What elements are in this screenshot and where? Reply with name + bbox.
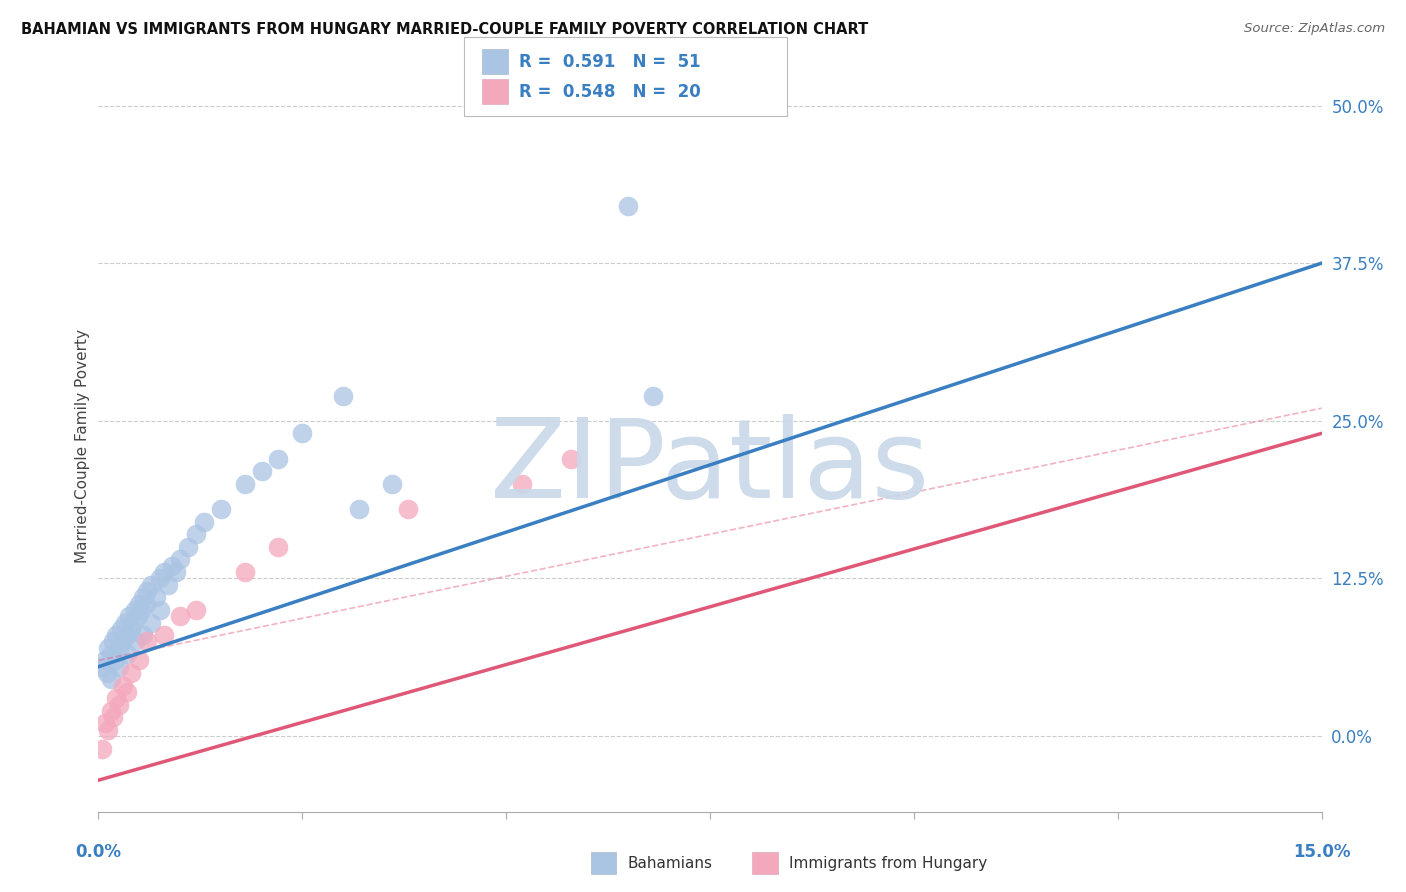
- Text: 15.0%: 15.0%: [1294, 843, 1350, 861]
- Point: [149, 571, 172, 585]
- Point: [111, 634, 134, 648]
- Point: [91, 659, 114, 673]
- Point: [641, 388, 664, 402]
- Point: [209, 502, 232, 516]
- Point: [118, 609, 141, 624]
- Point: [396, 502, 419, 516]
- Point: [129, 603, 152, 617]
- Point: [128, 597, 150, 611]
- Point: [152, 628, 174, 642]
- Point: [169, 609, 191, 624]
- Text: BAHAMIAN VS IMMIGRANTS FROM HUNGARY MARRIED-COUPLE FAMILY POVERTY CORRELATION CH: BAHAMIAN VS IMMIGRANTS FROM HUNGARY MARR…: [21, 22, 869, 37]
- Point: [156, 578, 179, 592]
- Point: [132, 628, 155, 642]
- Point: [135, 597, 157, 611]
- Point: [94, 653, 117, 667]
- Point: [186, 527, 208, 541]
- Point: [108, 659, 131, 673]
- Point: [267, 540, 290, 554]
- Point: [115, 628, 138, 642]
- Point: [115, 647, 138, 661]
- Point: [124, 634, 146, 648]
- Point: [152, 565, 174, 579]
- Point: [165, 565, 187, 579]
- Text: Source: ZipAtlas.com: Source: ZipAtlas.com: [1244, 22, 1385, 36]
- Point: [120, 665, 142, 680]
- Point: [233, 476, 256, 491]
- Point: [100, 704, 122, 718]
- Point: [114, 615, 136, 630]
- Point: [136, 634, 159, 648]
- Point: [512, 476, 534, 491]
- Point: [127, 609, 149, 624]
- Point: [349, 502, 371, 516]
- Y-axis label: Married-Couple Family Poverty: Married-Couple Family Poverty: [75, 329, 90, 563]
- Point: [104, 653, 127, 667]
- Point: [96, 665, 118, 680]
- Point: [145, 591, 167, 605]
- Point: [136, 584, 159, 599]
- Point: [193, 515, 215, 529]
- Point: [97, 723, 120, 737]
- Point: [120, 622, 142, 636]
- Text: Immigrants from Hungary: Immigrants from Hungary: [789, 856, 987, 871]
- Point: [105, 691, 128, 706]
- Point: [141, 615, 163, 630]
- Point: [100, 673, 122, 687]
- Text: ZIPatlas: ZIPatlas: [491, 415, 929, 522]
- Point: [169, 552, 191, 566]
- Point: [108, 640, 131, 655]
- Point: [105, 628, 128, 642]
- Text: R =  0.548   N =  20: R = 0.548 N = 20: [519, 83, 700, 101]
- Point: [233, 565, 256, 579]
- Point: [97, 640, 120, 655]
- Point: [124, 603, 146, 617]
- Point: [332, 388, 354, 402]
- Point: [141, 578, 163, 592]
- Point: [149, 603, 172, 617]
- Text: R =  0.591   N =  51: R = 0.591 N = 51: [519, 53, 700, 70]
- Point: [160, 558, 183, 573]
- Point: [101, 710, 124, 724]
- Point: [381, 476, 404, 491]
- Point: [111, 679, 134, 693]
- Point: [91, 741, 114, 756]
- Point: [121, 615, 143, 630]
- Point: [250, 464, 273, 478]
- Point: [108, 698, 131, 712]
- Text: Bahamians: Bahamians: [627, 856, 711, 871]
- Text: 0.0%: 0.0%: [76, 843, 121, 861]
- Point: [186, 603, 208, 617]
- Point: [132, 591, 155, 605]
- Point: [291, 426, 314, 441]
- Point: [128, 653, 150, 667]
- Point: [110, 622, 132, 636]
- Point: [267, 451, 290, 466]
- Point: [617, 199, 640, 213]
- Point: [177, 540, 200, 554]
- Point: [560, 451, 582, 466]
- Point: [115, 685, 138, 699]
- Point: [94, 716, 117, 731]
- Point: [101, 634, 124, 648]
- Point: [100, 647, 122, 661]
